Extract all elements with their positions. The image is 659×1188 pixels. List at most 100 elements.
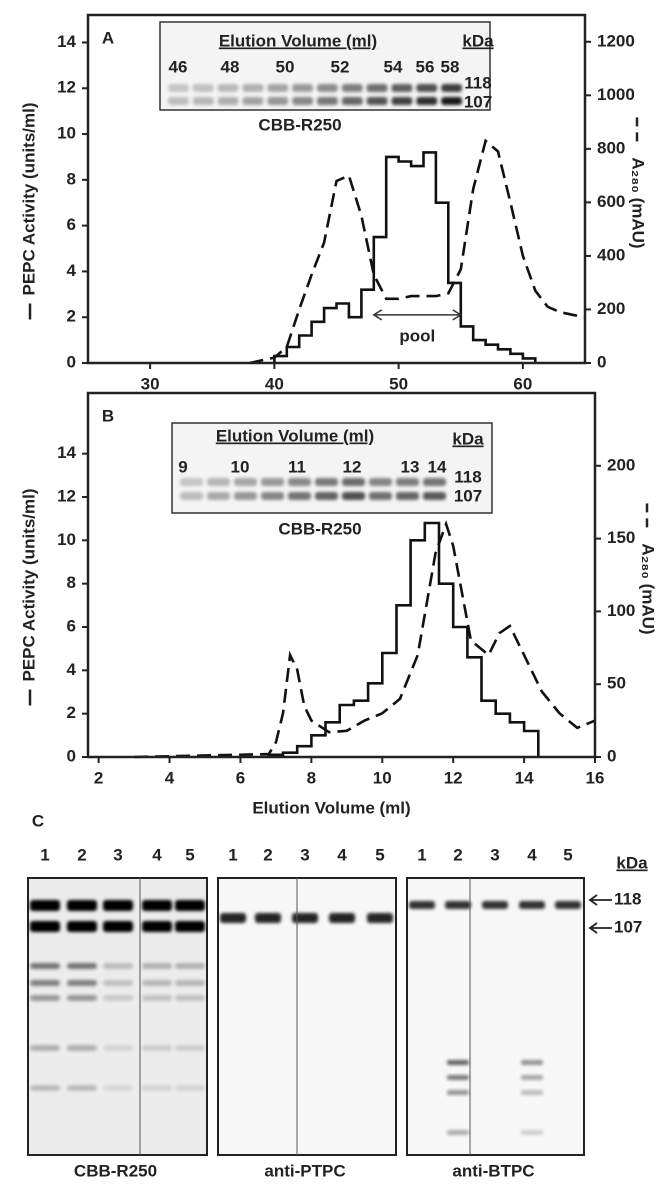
lane-label: 5 bbox=[563, 845, 572, 864]
lane-label: 1 bbox=[228, 845, 237, 864]
activity-line bbox=[273, 151, 537, 363]
gel-band bbox=[217, 84, 239, 92]
a280-line bbox=[249, 138, 586, 365]
y2-axis-label: A₂₈₀ (mAU) bbox=[639, 543, 658, 634]
gel-band bbox=[366, 97, 388, 105]
gel-band bbox=[317, 97, 338, 105]
inset-lane: 10 bbox=[231, 457, 250, 476]
gel-band bbox=[292, 913, 318, 923]
x-axis-label: Elution Volume (ml) bbox=[252, 798, 410, 817]
x-tick-label: 30 bbox=[141, 374, 160, 393]
inset-lane: 14 bbox=[428, 457, 447, 476]
gel-band bbox=[142, 995, 172, 1001]
y-tick-label: 14 bbox=[57, 443, 76, 462]
gel-band bbox=[175, 1085, 205, 1091]
gel-band bbox=[175, 900, 205, 911]
y-tick-label: 14 bbox=[57, 32, 76, 51]
gel-band bbox=[67, 921, 97, 932]
gel-band bbox=[142, 1045, 172, 1051]
gel-band bbox=[103, 980, 133, 986]
inset-lane: 54 bbox=[384, 57, 403, 76]
gel-frame bbox=[27, 877, 208, 1156]
y-tick-label: 4 bbox=[67, 660, 77, 679]
inset-lane: 58 bbox=[441, 57, 460, 76]
y2-tick-label: 400 bbox=[597, 245, 625, 264]
gel-band bbox=[341, 84, 363, 92]
gel-band bbox=[267, 97, 289, 105]
gel-stain: anti-PTPC bbox=[264, 1161, 345, 1180]
marker-arrow bbox=[588, 922, 612, 934]
x-tick-label: 60 bbox=[513, 374, 532, 393]
inset-frame bbox=[159, 21, 491, 111]
gel-band bbox=[207, 492, 230, 500]
inset-lane: 46 bbox=[169, 57, 188, 76]
gel-band bbox=[142, 963, 172, 969]
inset-stain: CBB-R250 bbox=[278, 519, 361, 538]
inset-marker: 118 bbox=[464, 73, 491, 92]
y-tick-label: 8 bbox=[67, 169, 76, 188]
lane-label: 5 bbox=[375, 845, 384, 864]
gel-band bbox=[441, 84, 462, 92]
activity-line bbox=[267, 521, 540, 757]
gel-band bbox=[142, 921, 172, 932]
gel-band bbox=[341, 97, 363, 105]
gel-band bbox=[409, 901, 435, 909]
lane-label: 4 bbox=[337, 845, 347, 864]
gel-band bbox=[30, 900, 60, 911]
y2-tick-label: 1000 bbox=[597, 85, 635, 104]
y-axis-label: PEPC Activity (units/ml) bbox=[19, 102, 38, 295]
marker-label: 107 bbox=[614, 917, 642, 936]
gel-band bbox=[292, 97, 313, 105]
gel-band bbox=[315, 478, 338, 486]
gel-band bbox=[342, 478, 365, 486]
gel-band bbox=[423, 478, 446, 486]
gel-frame bbox=[406, 877, 585, 1156]
plot-frame bbox=[86, 391, 597, 759]
marker-arrow bbox=[588, 894, 612, 906]
gel-band bbox=[519, 901, 545, 909]
gel-band bbox=[369, 492, 392, 500]
gel-stain: anti-BTPC bbox=[452, 1161, 534, 1180]
inset-title: Elution Volume (ml) bbox=[219, 31, 377, 50]
gel-band bbox=[67, 900, 97, 911]
gel-band bbox=[168, 84, 189, 92]
lane-label: 3 bbox=[300, 845, 309, 864]
plot-frame bbox=[86, 13, 587, 365]
gel-band bbox=[175, 921, 205, 932]
gel-band bbox=[261, 492, 284, 500]
lane-label: 5 bbox=[185, 845, 194, 864]
gel-band bbox=[521, 1130, 543, 1135]
y2-axis-label: A₂₈₀ (mAU) bbox=[629, 157, 648, 248]
gel-band bbox=[521, 1075, 543, 1080]
y-tick-label: 4 bbox=[67, 261, 77, 280]
gel-band bbox=[447, 1060, 469, 1065]
inset-unit: kDa bbox=[452, 429, 484, 448]
y-tick-label: 2 bbox=[67, 703, 76, 722]
gel-band bbox=[30, 921, 60, 932]
gel-band bbox=[67, 1085, 97, 1091]
y2-tick-label: 50 bbox=[607, 674, 626, 693]
y-tick-label: 10 bbox=[57, 530, 76, 549]
gel-band bbox=[292, 84, 313, 92]
gel-band bbox=[175, 995, 205, 1001]
gel-band bbox=[482, 901, 508, 909]
gel-band bbox=[521, 1060, 543, 1065]
gel-band bbox=[447, 1130, 469, 1135]
gel-band bbox=[168, 97, 189, 105]
panel-label: B bbox=[102, 406, 114, 425]
gel-band bbox=[67, 963, 97, 969]
inset-lane: 56 bbox=[416, 57, 435, 76]
x-tick-label: 8 bbox=[307, 768, 316, 787]
arrow-head bbox=[372, 309, 463, 321]
y-tick-label: 2 bbox=[67, 307, 76, 326]
gel-band bbox=[30, 980, 60, 986]
gel-band bbox=[103, 995, 133, 1001]
lane-label: 3 bbox=[490, 845, 499, 864]
gel-stain: CBB-R250 bbox=[74, 1161, 157, 1180]
y2-tick-label: 600 bbox=[597, 192, 625, 211]
inset-lane: 48 bbox=[221, 57, 240, 76]
gel-band bbox=[242, 84, 264, 92]
gel-band bbox=[367, 913, 393, 923]
inset-lane: 9 bbox=[178, 457, 187, 476]
